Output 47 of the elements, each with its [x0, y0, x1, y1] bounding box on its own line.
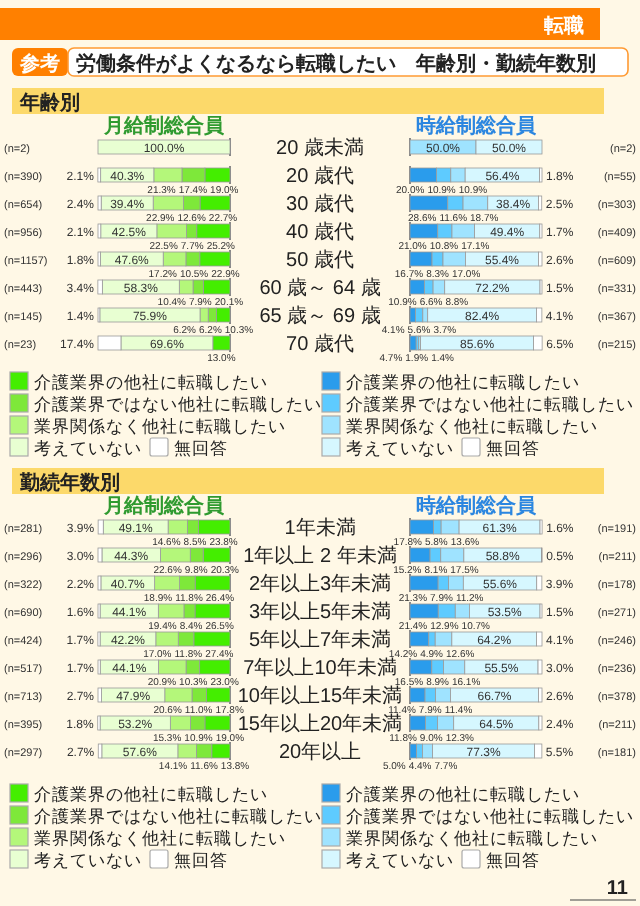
y-tick-label: 10年以上15年未満 — [237, 684, 403, 708]
legend-label: 考えていない — [346, 438, 454, 458]
y-tick-label: 2年以上3年未満 — [248, 572, 392, 596]
y-tick-label: 20 歳未満 — [276, 136, 364, 160]
chart-title: 時給制総合員 — [416, 114, 538, 138]
y-tick-label: 40 歳代 — [286, 220, 354, 244]
y-tick-label: 70 歳代 — [286, 332, 354, 356]
text: 労働条件がよくなるなら転職したい 年齢別・勤続年数別 — [76, 52, 596, 76]
y-tick-label: 1年以上 2 年未満 — [243, 544, 397, 568]
legend-label: 介護業界ではない他社に転職したい — [34, 806, 322, 826]
legend-label: 介護業界の他社に転職したい — [34, 372, 268, 392]
text: 参考 — [18, 52, 60, 76]
legend-label: 介護業界ではない他社に転職したい — [34, 394, 322, 414]
chart-title: 時給制総合員 — [416, 494, 538, 518]
legend-label: 考えていない — [346, 850, 454, 870]
legend-label: 無回答 — [174, 438, 228, 458]
legend-label: 考えていない — [34, 850, 142, 870]
text: 11 — [606, 878, 629, 900]
legend-label: 介護業界ではない他社に転職したい — [346, 806, 634, 826]
y-tick-label: 20年以上 — [278, 740, 362, 764]
legend-label: 介護業界の他社に転職したい — [346, 372, 580, 392]
chart-title: 月給制総合員 — [102, 494, 226, 518]
y-tick-label: 15年以上20年未満 — [237, 712, 403, 736]
y-tick-label: 20 歳代 — [286, 164, 354, 188]
text: 年齢別 — [18, 91, 80, 115]
text: 転職 — [542, 14, 584, 38]
y-tick-label: 1年未満 — [284, 516, 356, 540]
legend-label: 無回答 — [486, 850, 540, 870]
y-tick-label: 5年以上7年未満 — [248, 628, 392, 652]
legend-label: 業界関係なく他社に転職したい — [34, 416, 286, 436]
chart-title: 月給制総合員 — [102, 114, 226, 138]
legend-label: 介護業界の他社に転職したい — [34, 784, 268, 804]
text: 勤続年数別 — [18, 471, 120, 495]
y-tick-label: 30 歳代 — [286, 192, 354, 216]
legend-label: 介護業界ではない他社に転職したい — [346, 394, 634, 414]
legend-label: 介護業界の他社に転職したい — [346, 784, 580, 804]
y-tick-label: 50 歳代 — [286, 248, 354, 272]
y-tick-label: 7年以上10年未満 — [243, 656, 397, 680]
legend-label: 考えていない — [34, 438, 142, 458]
y-tick-label: 3年以上5年未満 — [248, 600, 392, 624]
y-tick-label: 60 歳～ 64 歳 — [259, 276, 381, 300]
legend-label: 業界関係なく他社に転職したい — [34, 828, 286, 848]
y-tick-label: 65 歳～ 69 歳 — [259, 304, 381, 328]
legend-label: 業界関係なく他社に転職したい — [346, 828, 598, 848]
legend-label: 無回答 — [174, 850, 228, 870]
legend-label: 業界関係なく他社に転職したい — [346, 416, 598, 436]
legend-label: 無回答 — [486, 438, 540, 458]
